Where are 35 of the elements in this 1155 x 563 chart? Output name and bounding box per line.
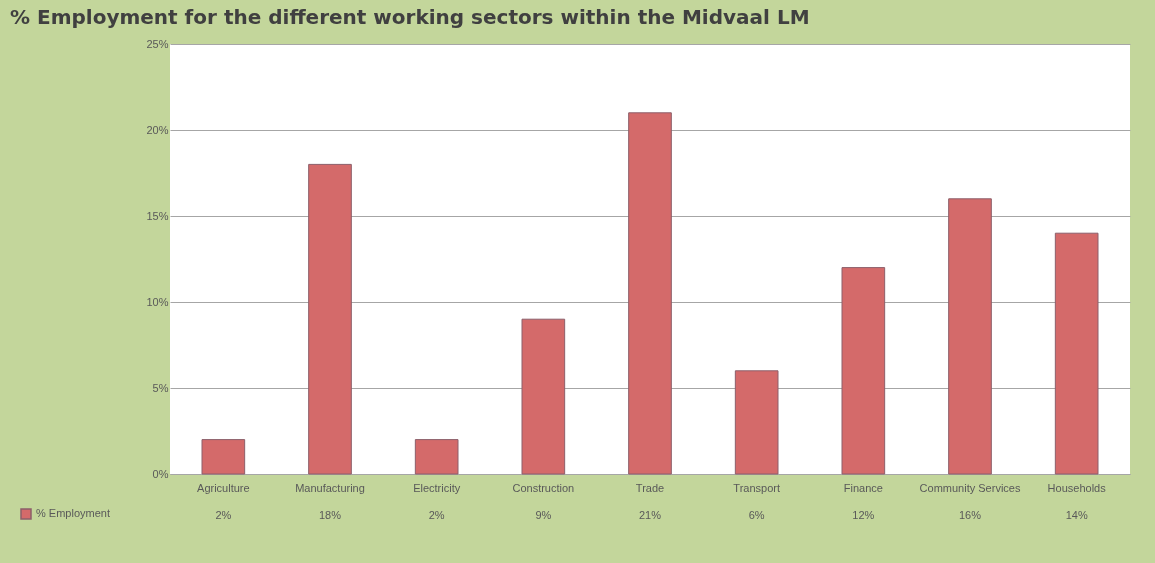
bar xyxy=(308,163,352,475)
bar xyxy=(201,439,246,475)
x-tick-label: Households xyxy=(1047,481,1107,494)
data-label: 14% xyxy=(1065,509,1088,521)
bar xyxy=(414,439,459,475)
bar xyxy=(628,112,672,475)
y-tick-label: 5% xyxy=(152,381,169,394)
data-label: 21% xyxy=(638,509,662,521)
bar xyxy=(1054,232,1099,475)
data-label: 2% xyxy=(215,509,232,521)
bar xyxy=(841,267,886,475)
bar xyxy=(734,370,779,475)
x-tick-label: Community Services xyxy=(919,481,1021,494)
data-label: 18% xyxy=(318,509,342,521)
data-label: 9% xyxy=(535,509,552,521)
data-label: 6% xyxy=(748,509,765,521)
x-tick-label: Electricity xyxy=(413,481,461,494)
chart-title: % Employment for the different working sectors within the Midvaal LM xyxy=(10,5,810,29)
y-tick-label: 0% xyxy=(152,467,169,480)
data-label: 2% xyxy=(428,509,445,521)
x-tick-label: Construction xyxy=(512,481,575,494)
legend-label: % Employment xyxy=(36,507,110,519)
y-tick-label: 25% xyxy=(146,37,169,50)
data-label: 12% xyxy=(852,509,875,521)
x-tick-label: Transport xyxy=(733,481,780,494)
y-tick-label: 15% xyxy=(146,209,169,222)
bar xyxy=(521,318,566,475)
x-tick-label: Finance xyxy=(843,481,883,494)
x-tick-label: Manufacturing xyxy=(295,481,365,494)
y-tick-label: 20% xyxy=(146,123,169,136)
y-tick-label: 10% xyxy=(146,295,169,308)
bar xyxy=(948,198,992,475)
data-label: 16% xyxy=(958,509,982,521)
x-tick-label: Agriculture xyxy=(197,481,250,494)
x-tick-label: Trade xyxy=(635,481,665,494)
